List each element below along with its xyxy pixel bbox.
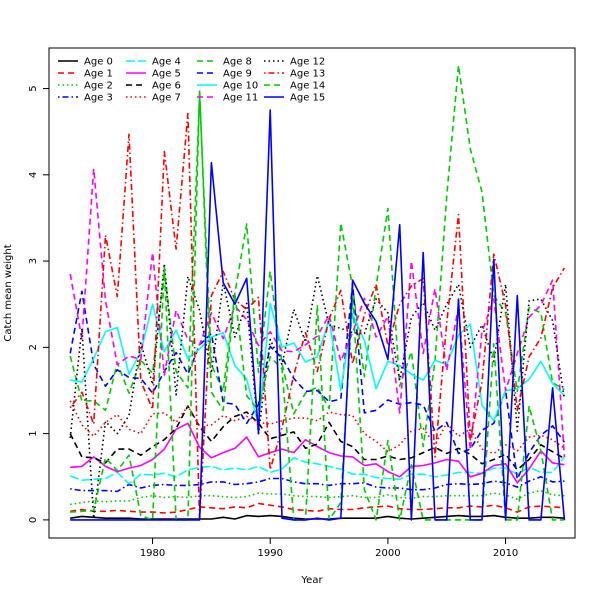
legend-label: Age 11 — [223, 93, 258, 104]
legend-item-age-8: Age 8 — [197, 57, 252, 68]
legend-item-age-15: Age 15 — [264, 93, 325, 104]
series-line-age-7 — [69, 400, 565, 455]
y-tick-label: 4 — [28, 172, 39, 178]
x-tick-label: 1980 — [140, 548, 165, 559]
legend-item-age-5: Age 5 — [126, 69, 181, 80]
legend-item-age-2: Age 2 — [58, 81, 113, 92]
y-tick-label: 5 — [28, 85, 39, 91]
x-axis-label: Year — [300, 575, 323, 586]
legend-item-age-4: Age 4 — [126, 57, 181, 68]
legend-label: Age 4 — [152, 57, 181, 68]
legend-label: Age 1 — [84, 69, 113, 80]
series-line-age-2 — [70, 489, 565, 506]
legend-label: Age 9 — [223, 69, 252, 80]
legend-label: Age 2 — [84, 81, 113, 92]
legend-label: Age 5 — [152, 69, 181, 80]
series-line-age-6 — [69, 405, 565, 471]
legend-item-age-0: Age 0 — [58, 57, 113, 68]
legend-item-age-3: Age 3 — [58, 93, 113, 104]
y-tick-label: 0 — [28, 517, 39, 523]
x-tick-label: 1990 — [257, 548, 282, 559]
legend-item-age-12: Age 12 — [264, 57, 325, 68]
series-line-age-8 — [69, 64, 565, 448]
legend-item-age-10: Age 10 — [197, 81, 258, 92]
legend-item-age-6: Age 6 — [126, 81, 181, 92]
legend-label: Age 8 — [223, 57, 252, 68]
legend-label: Age 0 — [84, 57, 113, 68]
x-tick-label: 2000 — [375, 548, 400, 559]
legend-item-age-14: Age 14 — [264, 81, 325, 92]
y-tick-label: 3 — [28, 258, 39, 264]
x-axis: 1980 1990 2000 2010 — [140, 538, 518, 559]
series-line-age-13 — [69, 112, 566, 521]
series-line-age-10 — [70, 302, 565, 426]
legend-label: Age 12 — [290, 57, 325, 68]
legend-item-age-9: Age 9 — [197, 69, 252, 80]
plot-frame — [48, 47, 576, 539]
series-line-age-11 — [69, 168, 566, 457]
legend-label: Age 10 — [223, 81, 258, 92]
legend-item-age-11: Age 11 — [197, 93, 258, 104]
legend-item-age-7: Age 7 — [126, 93, 181, 104]
y-tick-label: 2 — [28, 344, 39, 350]
x-tick-label: 2010 — [493, 548, 518, 559]
legend-label: Age 6 — [152, 81, 181, 92]
legend-label: Age 3 — [84, 93, 113, 104]
y-axis-label: Catch mean weight — [3, 244, 14, 341]
legend-label: Age 7 — [152, 93, 181, 104]
legend-label: Age 14 — [290, 81, 325, 92]
series-line-age-3 — [70, 475, 565, 493]
legend-item-age-1: Age 1 — [58, 69, 113, 80]
legend-label: Age 15 — [290, 93, 325, 104]
legend-label: Age 13 — [290, 69, 325, 80]
y-tick-label: 1 — [28, 430, 39, 436]
y-axis: 0 1 2 3 4 5 — [28, 85, 49, 523]
legend-item-age-13: Age 13 — [264, 69, 325, 80]
series-layer — [69, 64, 566, 521]
series-line-age-5 — [70, 422, 565, 484]
series-line-age-9 — [69, 283, 566, 481]
series-line-age-15 — [70, 109, 566, 521]
